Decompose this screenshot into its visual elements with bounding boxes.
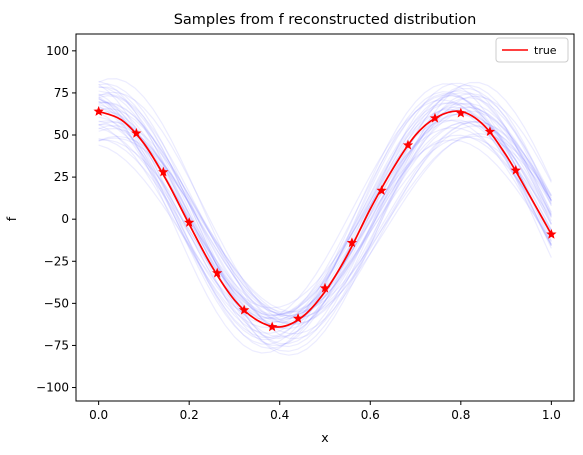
sample-curve [98, 91, 552, 325]
x-tick-label: 0.8 [451, 408, 470, 422]
observation-marker [93, 106, 104, 116]
sample-curve [98, 83, 552, 348]
sample-curve [98, 121, 552, 320]
observation-marker [267, 321, 278, 332]
sample-curve [98, 95, 552, 350]
observation-marker [455, 107, 466, 118]
x-tick-label: 0.0 [89, 408, 108, 422]
sample-curve [98, 90, 552, 338]
observation-marker [158, 166, 169, 177]
sample-curve [98, 83, 552, 341]
observation-marker [376, 185, 387, 195]
sample-curve [98, 78, 552, 340]
true-layer [98, 110, 553, 328]
observation-marker [484, 126, 496, 137]
observation-marker [212, 267, 223, 278]
sample-curve [98, 93, 552, 325]
observation-marker [184, 217, 195, 227]
y-tick-label: 50 [54, 128, 69, 142]
x-axis-label: x [321, 430, 328, 445]
sample-curve [98, 132, 552, 318]
y-tick-label: −75 [44, 338, 69, 352]
y-tick-label: 75 [54, 86, 69, 100]
y-tick-label: 100 [46, 44, 69, 58]
sample-curve [98, 101, 552, 330]
legend: true [495, 37, 569, 63]
sample-curve [98, 139, 552, 319]
x-tick-label: 0.6 [361, 408, 380, 422]
sample-curve [98, 86, 552, 345]
samples-layer [98, 78, 552, 356]
x-tick-label: 1.0 [542, 408, 561, 422]
observation-marker [546, 228, 557, 239]
sample-curve [98, 106, 552, 316]
sample-curve [98, 100, 552, 327]
observation-marker [510, 164, 521, 175]
sample-curve [98, 92, 552, 356]
sample-curve [98, 125, 552, 325]
legend-box [495, 37, 569, 63]
y-tick-label: −100 [36, 381, 69, 395]
observation-marker [402, 139, 414, 150]
sample-curve [98, 119, 552, 328]
observation-marker [292, 313, 304, 323]
sample-curve [98, 127, 552, 309]
sample-curve [98, 106, 552, 352]
chart-title: Samples from f reconstructed distributio… [174, 12, 477, 28]
y-tick-label: −25 [44, 254, 69, 268]
sample-curve [98, 80, 552, 347]
sample-curve [98, 122, 552, 323]
sample-curve [98, 108, 552, 334]
x-axis: 0.0 0.2 0.4 0.6 0.8 1.0 [89, 401, 561, 422]
x-tick-label: 0.4 [270, 408, 289, 422]
plot-frame [75, 33, 575, 402]
sample-curve [98, 93, 552, 325]
sample-curve [98, 120, 552, 317]
sample-curve [98, 121, 552, 335]
legend-label-true: true [534, 44, 557, 57]
y-axis-label: f [4, 216, 19, 221]
observation-marker [319, 282, 331, 293]
observation-marker [429, 112, 441, 123]
observation-marker [346, 237, 358, 248]
true-line [98, 110, 553, 328]
observation-marker [238, 304, 250, 315]
sample-curve [98, 98, 552, 317]
x-tick-label: 0.2 [180, 408, 199, 422]
y-axis: −100 −75 −50 −25 0 25 50 75 100 [36, 44, 76, 395]
markers-layer [93, 106, 557, 332]
y-tick-label: 25 [54, 170, 69, 184]
sample-curve [98, 102, 552, 338]
sample-curve [98, 107, 552, 317]
observation-marker [131, 127, 142, 138]
y-tick-label: −50 [44, 296, 69, 310]
sample-curve [98, 135, 552, 313]
y-tick-label: 0 [61, 212, 69, 226]
